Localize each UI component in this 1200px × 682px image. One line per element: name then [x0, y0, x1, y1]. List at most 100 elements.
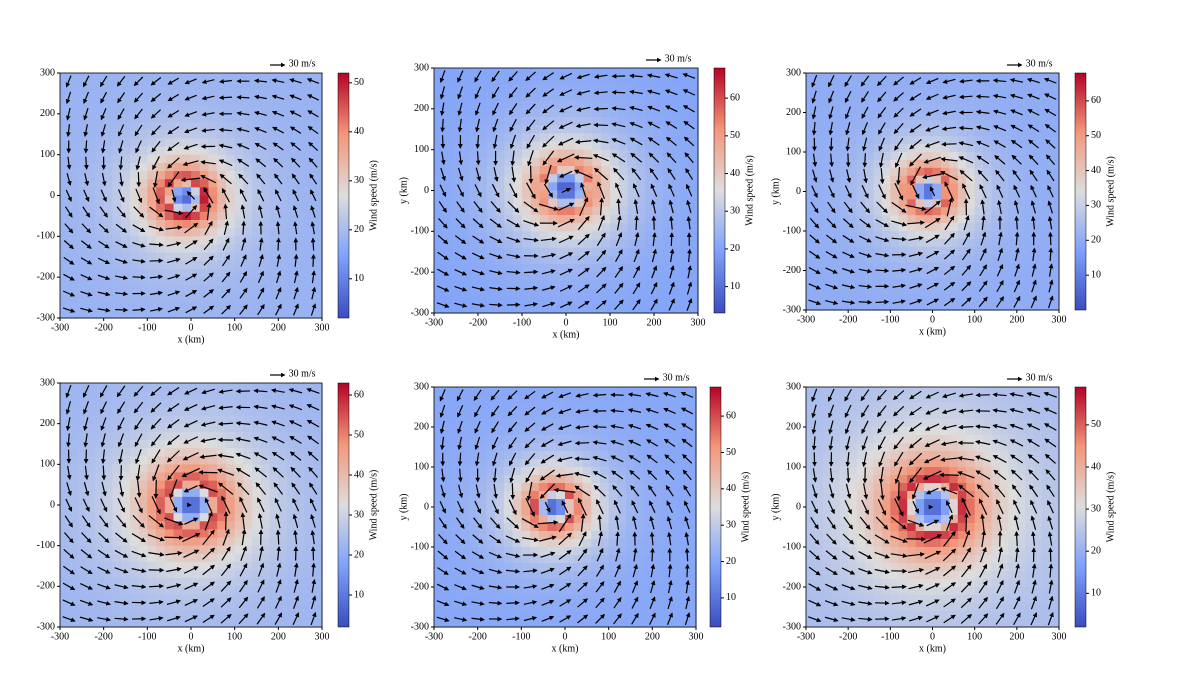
speed-cell — [915, 112, 925, 121]
speed-cell — [557, 247, 567, 257]
speed-cell — [252, 561, 262, 571]
speed-cell — [991, 223, 1001, 232]
speed-cell — [1050, 215, 1060, 224]
speed-cell — [173, 496, 183, 506]
speed-cell — [287, 252, 297, 262]
speed-cell — [932, 207, 942, 216]
speed-cell — [278, 301, 288, 311]
speed-cell — [991, 88, 1001, 98]
speed-cell — [522, 215, 532, 224]
wind-arrow — [182, 160, 199, 167]
wind-arrow — [875, 236, 890, 243]
speed-cell — [243, 431, 253, 441]
speed-cell — [469, 92, 479, 102]
speed-cell — [566, 304, 576, 314]
speed-cell — [225, 81, 236, 90]
speed-cell — [156, 415, 166, 425]
speed-cell — [138, 154, 148, 164]
speed-cell — [814, 215, 824, 224]
speed-cell — [77, 138, 87, 148]
speed-cell — [103, 260, 113, 270]
speed-cell — [199, 610, 210, 620]
speed-cell — [957, 246, 967, 256]
wind-arrow — [892, 267, 907, 273]
speed-cell — [252, 391, 262, 400]
wind-arrow — [1048, 247, 1054, 261]
speed-cell — [60, 561, 70, 571]
speed-cell — [1025, 238, 1035, 248]
speed-cell — [147, 195, 157, 205]
speed-cell — [610, 182, 620, 192]
speed-cell — [287, 81, 297, 90]
wind-arrow — [275, 529, 281, 545]
speed-cell — [442, 264, 453, 273]
speed-cell — [839, 159, 849, 169]
wind-arrow — [132, 241, 146, 248]
wind-arrow — [307, 126, 319, 135]
speed-cell — [434, 133, 444, 143]
speed-cell — [654, 117, 664, 126]
speed-cell — [269, 252, 279, 262]
speed-cell — [121, 162, 131, 172]
speed-cell — [304, 113, 314, 123]
speed-cell — [442, 483, 453, 492]
speed-cell — [478, 133, 488, 143]
speed-cell — [932, 88, 942, 98]
speed-cell — [129, 187, 140, 197]
speed-cell — [1050, 80, 1060, 90]
speed-cell — [121, 391, 131, 400]
wind-arrow — [647, 137, 660, 146]
speed-cell — [68, 81, 79, 90]
speed-cell — [313, 97, 323, 107]
speed-cell — [478, 157, 488, 167]
speed-cell — [974, 159, 984, 169]
speed-cell — [156, 244, 166, 254]
wind-arrow — [909, 108, 922, 117]
speed-cell — [217, 187, 227, 197]
speed-cell — [164, 399, 175, 408]
speed-cell — [983, 152, 993, 161]
speed-cell — [138, 594, 148, 604]
speed-cell — [671, 190, 681, 200]
speed-cell — [199, 89, 210, 99]
wind-arrow — [132, 224, 146, 233]
speed-cell — [873, 159, 883, 169]
wind-arrow — [150, 109, 162, 119]
speed-cell — [671, 149, 681, 159]
speed-cell — [442, 459, 453, 468]
speed-cell — [583, 92, 593, 102]
speed-cell — [86, 610, 96, 620]
speed-cell — [208, 179, 218, 188]
speed-cell — [304, 301, 314, 311]
speed-cell — [486, 555, 496, 564]
speed-cell — [60, 553, 70, 563]
speed-cell — [477, 427, 487, 436]
speed-cell — [451, 587, 461, 596]
x-tick-label: 0 — [189, 631, 194, 642]
speed-cell — [138, 171, 148, 180]
speed-cell — [478, 288, 488, 298]
speed-cell — [182, 236, 192, 246]
speed-cell — [557, 280, 567, 290]
speed-cell — [601, 149, 611, 159]
speed-cell — [138, 464, 148, 474]
speed-cell — [645, 198, 655, 208]
speed-cell — [77, 285, 87, 295]
speed-cell — [1016, 128, 1026, 137]
speed-cell — [234, 260, 244, 270]
speed-cell — [191, 472, 201, 482]
speed-cell — [881, 238, 891, 248]
wind-arrow — [665, 105, 678, 113]
speed-cell — [295, 277, 306, 286]
wind-arrow — [611, 122, 626, 128]
wind-arrow — [894, 152, 903, 168]
speed-cell — [278, 203, 288, 213]
speed-cell — [627, 141, 637, 151]
speed-cell — [574, 280, 585, 290]
speed-cell — [60, 105, 70, 115]
wind-arrow — [876, 75, 887, 87]
wind-arrow — [257, 303, 265, 316]
wind-arrow — [687, 265, 693, 279]
wind-arrow — [117, 108, 125, 120]
wind-arrow — [892, 299, 906, 304]
